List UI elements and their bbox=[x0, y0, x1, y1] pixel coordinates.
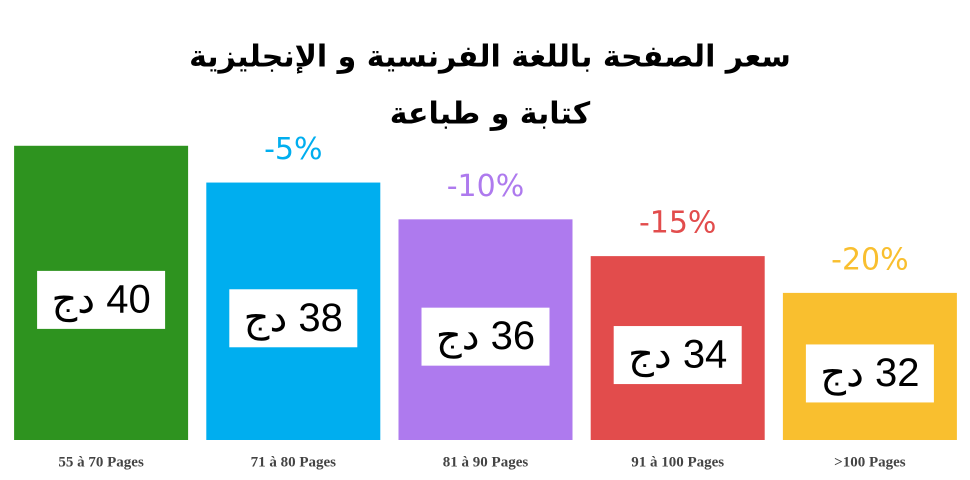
x-tick-label: >100 Pages bbox=[834, 454, 906, 470]
value-label-box bbox=[229, 289, 358, 348]
value-label: 32 دج bbox=[820, 351, 919, 396]
value-label: 36 دج bbox=[436, 314, 535, 359]
x-tick-label: 91 à 100 Pages bbox=[631, 454, 724, 470]
chart-subtitle: كتابة و طباعة bbox=[390, 97, 591, 132]
value-label: 40 دج bbox=[51, 277, 150, 322]
x-tick-label: 55 à 70 Pages bbox=[58, 454, 144, 470]
x-tick-label: 71 à 80 Pages bbox=[251, 454, 337, 470]
chart-title: سعر الصفحة باللغة الفرنسية و الإنجليزية bbox=[189, 40, 791, 75]
value-label: 38 دج bbox=[244, 296, 343, 341]
discount-label: -15% bbox=[639, 206, 717, 241]
discount-label: -20% bbox=[831, 242, 909, 277]
value-label-box bbox=[805, 344, 934, 403]
value-label: 34 دج bbox=[628, 333, 727, 378]
value-label-box bbox=[421, 307, 550, 366]
value-label-box bbox=[613, 326, 742, 385]
x-tick-label: 81 à 90 Pages bbox=[443, 454, 529, 470]
discount-label: -10% bbox=[447, 169, 525, 204]
value-label-box bbox=[37, 270, 166, 329]
discount-label: -5% bbox=[264, 132, 322, 167]
